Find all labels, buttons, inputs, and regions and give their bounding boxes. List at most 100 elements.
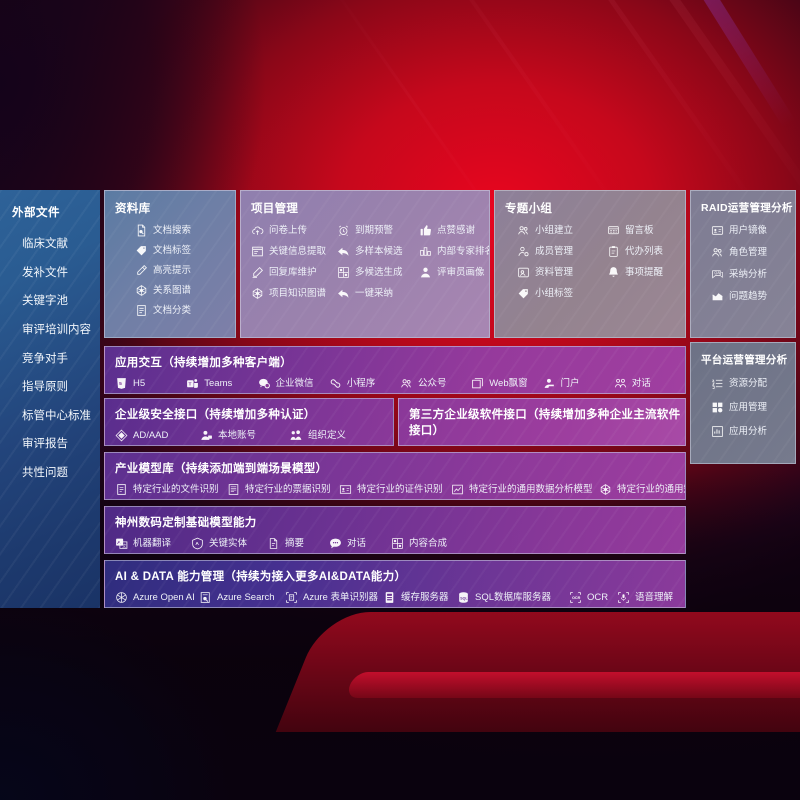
raid-item-issue-trend[interactable]: 问题趋势 [711,290,795,303]
ai-item-ocr[interactable]: OCR OCR [569,591,617,604]
interaction-item-web-window[interactable]: Web飘窗 [471,377,542,390]
wechat-work-icon [258,377,271,390]
interaction-item-h5[interactable]: 5 H5 [115,377,186,390]
summary-doc-icon [267,537,280,550]
ai-item-azure-search[interactable]: Azure Search [199,591,285,604]
panel-third-party-interface: 第三方企业级软件接口（持续增加多种企业主流软件接口） API自动化设计器 [398,398,686,446]
knowledge-graph-icon [599,483,612,496]
ai-item-form-recognizer[interactable]: Azure 表单识别器 [285,591,383,604]
project-item-reviewer-portrait[interactable]: 评审员画像 [419,266,489,279]
alarm-icon [337,224,350,237]
project-item-thanks[interactable]: 点赞感谢 [419,224,489,237]
third-party-item-api-designer[interactable]: API自动化设计器 [409,445,685,446]
project-item-multi-candidate-gen[interactable]: 多候选生成 [337,266,419,279]
project-item-reply-library[interactable]: 回复库维护 [251,266,337,279]
raid-item-role-mgmt[interactable]: 角色管理 [711,246,795,259]
sidebar-item-common-issues[interactable]: 共性问题 [22,467,68,480]
ocr-icon: OCR [569,591,582,604]
project-item-knowledge-graph[interactable]: 项目知识图谱 [251,287,337,300]
ai-item-speech-understanding[interactable]: 语音理解 [617,591,685,604]
people-group-icon [517,224,530,237]
ai-item-azure-open-ai[interactable]: Azure Open AI [115,591,199,604]
group-item-material-mgmt[interactable]: 资料管理 [517,266,607,279]
group-item-reminder[interactable]: 事项提醒 [607,266,685,279]
sidebar-item-guidelines[interactable]: 指导原则 [22,381,68,394]
library-item-relation-graph[interactable]: 关系图谱 [135,284,235,297]
bell-icon [607,266,620,279]
raid-item-user-portrait[interactable]: 用户镜像 [711,224,795,237]
svg-text:A: A [117,540,121,546]
sidebar-item-standards-center[interactable]: 标管中心标准 [22,409,91,422]
message-board-icon [607,224,620,237]
sidebar-item-keyword-pool[interactable]: 关键字池 [22,295,68,308]
project-item-multi-sample-candidate[interactable]: 多样本候选 [337,245,419,258]
interaction-item-teams[interactable]: T Teams [186,377,257,390]
knowledge-graph-icon [135,284,148,297]
sidebar-title: 外部文件 [12,207,60,219]
base-item-dialog[interactable]: 对话 [329,537,391,550]
project-item-key-info-extract[interactable]: 关键信息提取 [251,245,337,258]
svg-text:T: T [189,382,192,388]
group-item-todo-list[interactable]: 代办列表 [607,245,685,258]
model-item-data-analysis[interactable]: 特定行业的通用数据分析模型 [451,483,599,496]
file-recognize-icon [115,483,128,496]
base-item-content-synthesis[interactable]: 内容合成 [391,537,685,550]
interaction-item-wechat-work[interactable]: 企业微信 [258,377,329,390]
group-item-create[interactable]: 小组建立 [517,224,607,237]
group-item-group-tag[interactable]: 小组标签 [517,287,607,300]
security-item-org-definition[interactable]: 组织定义 [290,429,380,442]
library-item-document-category[interactable]: 文档分类 [135,304,235,317]
library-item-document-search[interactable]: 文档搜索 [135,224,235,237]
project-item-expert-ranking[interactable]: 内部专家排名 [419,245,489,258]
ai-item-cache-server[interactable]: 缓存服务器 [383,591,457,604]
interaction-item-portal[interactable]: 门户 [543,377,614,390]
panel-ai-data-capability: AI & DATA 能力管理（持续为接入更多AI&DATA能力） Azure O… [104,560,686,608]
sidebar-item-competitors[interactable]: 竞争对手 [22,352,68,365]
group-item-message-board[interactable]: 留言板 [607,224,685,237]
platform-item-resource-allocation[interactable]: 资源分配 [711,377,795,390]
project-item-questionnaire-upload[interactable]: 问卷上传 [251,224,337,237]
sidebar-item-review-training[interactable]: 审评培训内容 [22,323,91,336]
base-item-summary[interactable]: 摘要 [267,537,329,550]
panel-project-management: 项目管理 问卷上传 到期预警 点赞感谢 关键信息提取 多样本候选 [240,190,490,338]
trend-chart-icon [711,290,724,303]
sidebar-item-clinical-literature[interactable]: 临床文献 [22,238,68,250]
base-item-key-entity[interactable]: A 关键实体 [191,537,267,550]
model-item-id-recognition[interactable]: 特定行业的证件识别 [339,483,451,496]
svg-text:QA: QA [714,271,720,275]
web-window-icon [471,377,484,390]
svg-text:5: 5 [119,381,122,387]
model-item-knowledge-graph[interactable]: 特定行业的通用知识图谱模型 [599,483,685,496]
model-item-file-recognition[interactable]: 特定行业的文件识别 [115,483,227,496]
ai-item-sql-database[interactable]: SQL SQL数据库服务器 [457,591,569,604]
cloud-upload-icon [251,224,264,237]
raid-item-adoption-analysis[interactable]: QA 采纳分析 [711,268,795,281]
qa-chat-icon: QA [711,268,724,281]
platform-item-app-analysis[interactable]: 应用分析 [711,425,795,438]
interaction-item-dialog[interactable]: 对话 [614,377,685,390]
security-item-local-account[interactable]: 本地账号 [200,429,290,442]
project-item-expiry-alert[interactable]: 到期预警 [337,224,419,237]
cache-server-icon [383,591,396,604]
group-item-member-mgmt[interactable]: 成员管理 [517,245,607,258]
panel-project-title: 项目管理 [251,203,299,215]
openai-icon [115,591,128,604]
panel-group-title: 专题小组 [505,203,553,215]
interaction-item-official-account[interactable]: 公众号 [400,377,471,390]
security-item-ad-aad[interactable]: AD/AAD [115,429,200,442]
library-item-document-tag[interactable]: 文档标签 [135,244,235,257]
panel-third-party-title: 第三方企业级软件接口（持续增加多种企业主流软件接口） [409,409,681,437]
library-item-highlight[interactable]: 高亮提示 [135,264,235,277]
interaction-item-mini-program[interactable]: 小程序 [329,377,400,390]
panel-platform-title: 平台运营管理分析 [701,354,788,366]
platform-item-app-mgmt[interactable]: 应用管理 [711,401,795,414]
panel-base-model-title: 神州数码定制基础模型能力 [115,517,257,529]
form-recognizer-icon [285,591,298,604]
sidebar-item-supplement-file[interactable]: 发补文件 [22,266,68,279]
sidebar-item-review-report[interactable]: 审评报告 [22,438,68,451]
panel-app-interaction: 应用交互（持续增加多种客户端） 5 H5 T Teams 企业微信 小程序 公众… [104,346,686,394]
model-item-receipt-recognition[interactable]: 特定行业的票据识别 [227,483,339,496]
svg-text:SQL: SQL [460,597,468,601]
project-item-one-click-adopt[interactable]: 一键采纳 [337,287,419,300]
